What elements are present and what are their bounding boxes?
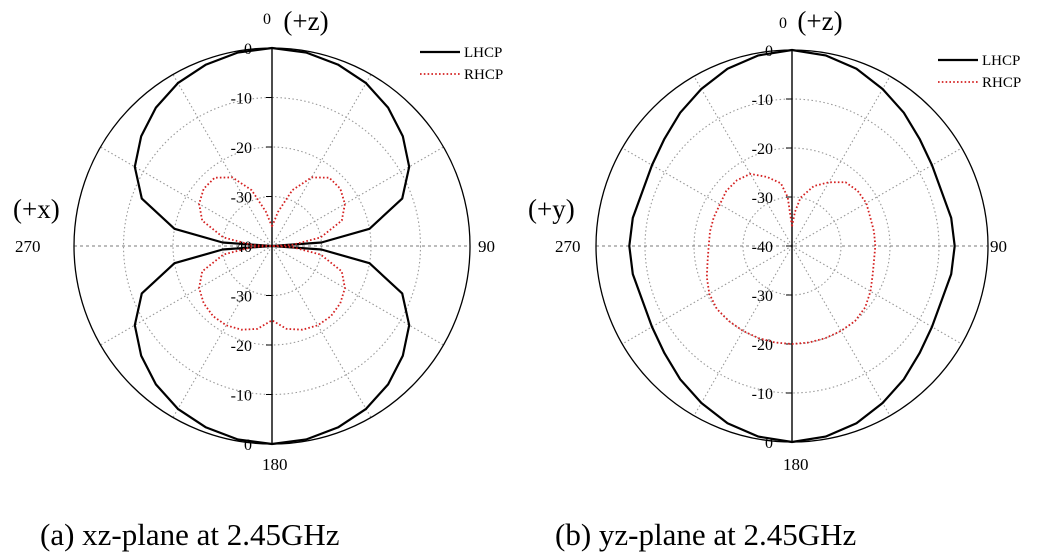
grid-spoke bbox=[100, 146, 273, 247]
series-line-lhcp bbox=[133, 46, 411, 446]
grid-spoke bbox=[271, 74, 372, 247]
legend-label-lhcp: LHCP bbox=[982, 53, 1020, 69]
grid-spoke bbox=[621, 245, 793, 345]
radial-tick-label: 0 bbox=[244, 41, 252, 58]
radial-tick-label: 0 bbox=[765, 435, 773, 452]
polar-chart-a: 0-10-20-30-40-30-20-100090180270(+z)(+x)… bbox=[13, 6, 503, 552]
grid-spoke bbox=[271, 245, 444, 346]
legend-label-rhcp: RHCP bbox=[464, 67, 503, 83]
radial-tick-label: -10 bbox=[752, 92, 773, 109]
legend-label-rhcp: RHCP bbox=[982, 75, 1021, 91]
grid-spoke bbox=[621, 147, 793, 247]
grid-spoke bbox=[791, 147, 963, 247]
radial-tick-label: 0 bbox=[765, 43, 773, 60]
grid-spoke bbox=[172, 245, 273, 418]
axis-label-top: (+z) bbox=[797, 6, 842, 36]
grid-spoke bbox=[271, 245, 372, 418]
radial-tick-label: -10 bbox=[752, 386, 773, 403]
axis-label-top: (+z) bbox=[283, 6, 328, 36]
angle-label-270: 270 bbox=[15, 237, 41, 256]
series-line-rhcp bbox=[198, 176, 346, 331]
grid-spoke bbox=[100, 245, 273, 346]
radial-tick-label: -10 bbox=[231, 388, 252, 405]
radial-tick-label: -20 bbox=[231, 338, 252, 355]
radial-tick-label: -20 bbox=[752, 141, 773, 158]
radial-tick-label: -20 bbox=[231, 140, 252, 157]
figure-caption: (a) xz-plane at 2.45GHz bbox=[40, 517, 340, 552]
series-line-lhcp bbox=[628, 48, 956, 444]
radial-tick-label: -10 bbox=[231, 91, 252, 108]
radial-tick-label: -30 bbox=[231, 289, 252, 306]
angle-label-90: 90 bbox=[478, 237, 495, 256]
angle-label-270: 270 bbox=[555, 237, 581, 256]
grid-spoke bbox=[271, 146, 444, 247]
radial-tick-label: 0 bbox=[244, 437, 252, 454]
axis-label-left: (+x) bbox=[13, 194, 60, 224]
angle-label-90: 90 bbox=[990, 237, 1007, 256]
radial-tick-label: -30 bbox=[231, 190, 252, 207]
axis-label-left: (+y) bbox=[528, 194, 575, 224]
grid-spoke bbox=[693, 245, 793, 417]
radial-tick-label: -40 bbox=[752, 239, 773, 256]
angle-label-0: 0 bbox=[779, 15, 787, 32]
radial-tick-label: -30 bbox=[752, 288, 773, 305]
radial-tick-label: -30 bbox=[752, 190, 773, 207]
polar-chart-b: 0-10-20-30-40-30-20-100090180270(+z)(+y)… bbox=[528, 6, 1021, 552]
grid-spoke bbox=[172, 74, 273, 247]
angle-label-180: 180 bbox=[783, 455, 809, 474]
grid-spoke bbox=[791, 245, 963, 345]
legend-label-lhcp: LHCP bbox=[464, 45, 502, 61]
angle-label-0: 0 bbox=[263, 11, 271, 28]
figure-caption: (b) yz-plane at 2.45GHz bbox=[555, 517, 856, 552]
grid-spoke bbox=[791, 75, 891, 247]
series-line-rhcp bbox=[705, 173, 877, 345]
grid-spoke bbox=[791, 245, 891, 417]
angle-label-180: 180 bbox=[262, 455, 288, 474]
radial-tick-label: -20 bbox=[752, 337, 773, 354]
grid-spoke bbox=[693, 75, 793, 247]
